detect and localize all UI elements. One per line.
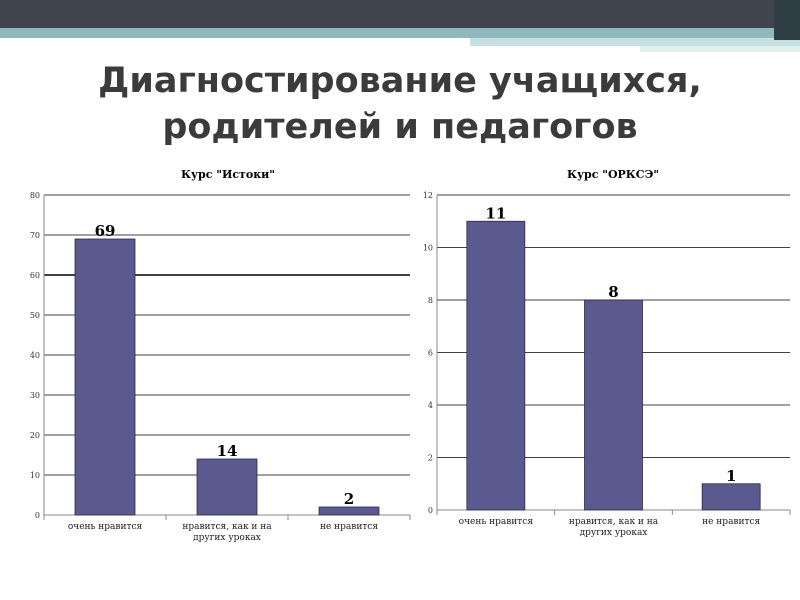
bar bbox=[466, 220, 526, 511]
bar bbox=[74, 238, 136, 516]
page-title: Диагностирование учащихся, родителей и п… bbox=[60, 58, 740, 150]
chart-title: Курс "ОРКСЭ" bbox=[567, 168, 659, 181]
y-tick-label: 10 bbox=[423, 244, 433, 253]
bar bbox=[196, 458, 258, 516]
y-tick-label: 0 bbox=[428, 506, 433, 515]
y-tick-label: 80 bbox=[30, 191, 40, 200]
bar bbox=[318, 506, 380, 516]
y-tick-label: 8 bbox=[428, 296, 433, 305]
y-tick-label: 12 bbox=[423, 191, 433, 200]
data-label: 8 bbox=[608, 283, 618, 301]
y-tick-label: 30 bbox=[30, 391, 40, 400]
x-tick-label: не нравится bbox=[320, 522, 378, 532]
page-title-line-1: Диагностирование учащихся, bbox=[98, 61, 702, 101]
x-tick-label: нравится, как и на bbox=[569, 517, 659, 527]
y-tick-label: 0 bbox=[35, 511, 40, 520]
x-tick-label: очень нравится bbox=[68, 522, 143, 532]
x-tick-label: других уроках bbox=[193, 533, 261, 543]
bar bbox=[584, 299, 643, 511]
header-bar bbox=[0, 0, 800, 28]
x-tick-label: нравится, как и на bbox=[182, 522, 272, 532]
y-tick-label: 60 bbox=[30, 271, 40, 280]
y-tick-label: 40 bbox=[30, 351, 40, 360]
page-title-line-2: родителей и педагогов bbox=[162, 107, 638, 147]
data-label: 2 bbox=[344, 490, 354, 508]
chart-title: Курс "Истоки" bbox=[181, 168, 275, 181]
x-tick-label: очень нравится bbox=[459, 517, 534, 527]
y-tick-label: 4 bbox=[428, 401, 433, 410]
header-corner bbox=[774, 0, 800, 40]
y-tick-label: 70 bbox=[30, 231, 40, 240]
y-tick-label: 20 bbox=[30, 431, 40, 440]
data-label: 11 bbox=[485, 204, 506, 222]
y-tick-label: 10 bbox=[30, 471, 40, 480]
y-tick-label: 50 bbox=[30, 311, 40, 320]
header-stripe bbox=[640, 46, 800, 52]
y-tick-label: 2 bbox=[428, 454, 433, 463]
x-tick-label: других уроках bbox=[580, 528, 648, 538]
y-tick-label: 6 bbox=[428, 349, 433, 358]
bar bbox=[701, 483, 761, 511]
header-stripe bbox=[0, 28, 800, 38]
x-tick-label: не нравится bbox=[702, 517, 760, 527]
data-label: 14 bbox=[217, 442, 238, 460]
data-label: 1 bbox=[726, 467, 736, 485]
data-label: 69 bbox=[95, 222, 116, 240]
header-stripe bbox=[470, 38, 800, 46]
